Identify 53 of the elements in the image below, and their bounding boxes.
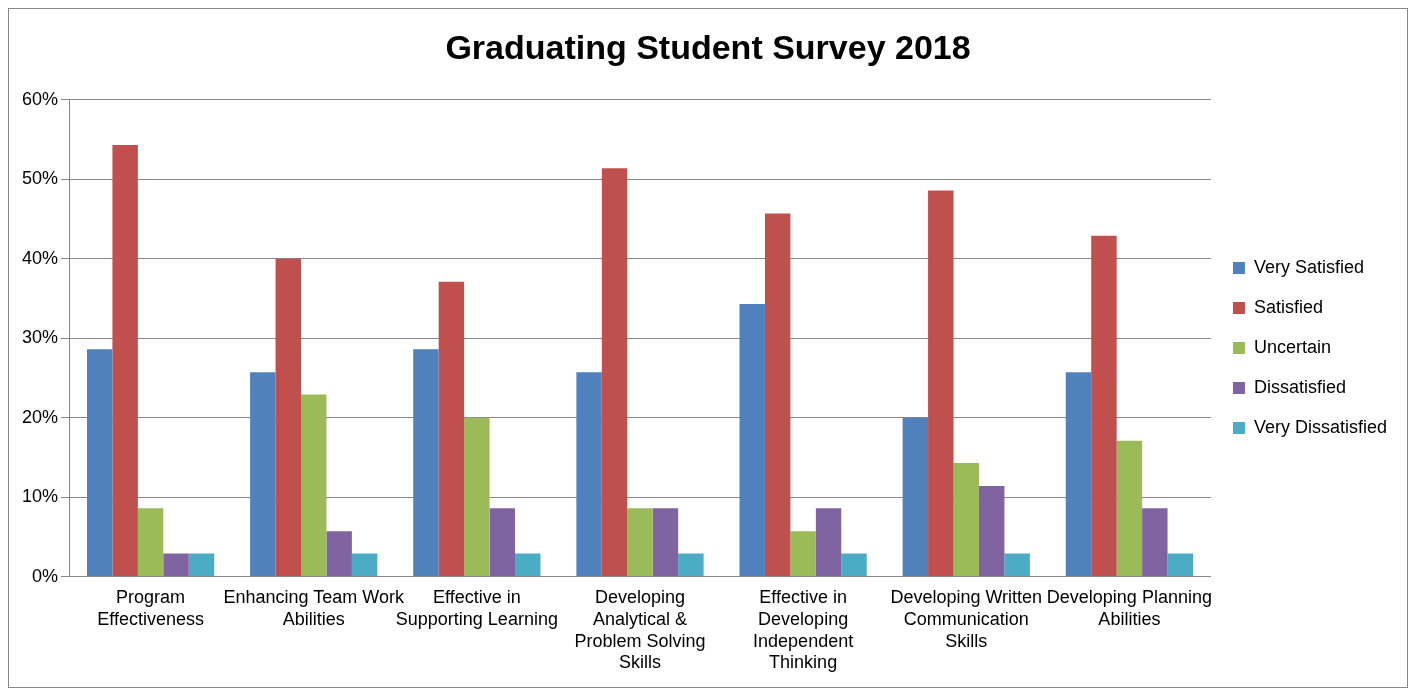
bar xyxy=(815,508,842,577)
y-tick-label: 0% xyxy=(32,565,59,586)
bar xyxy=(841,553,867,577)
x-tick-label: Developing Written Communication Skills xyxy=(890,587,1043,651)
bar xyxy=(678,553,704,577)
bar xyxy=(112,145,138,577)
bar xyxy=(902,417,929,577)
bar xyxy=(652,508,679,577)
legend-label: Very Satisfied xyxy=(1253,256,1365,277)
legend-label: Very Dissatisfied xyxy=(1253,416,1388,437)
bar xyxy=(576,372,602,577)
bar xyxy=(137,508,164,577)
bar xyxy=(351,553,378,577)
bar xyxy=(1142,508,1168,577)
bar xyxy=(515,553,541,577)
x-tick-label: Effective in Developing Independent Thinking xyxy=(753,587,854,673)
bar xyxy=(86,349,113,577)
bar xyxy=(978,486,1005,577)
bar xyxy=(1004,553,1030,577)
bar xyxy=(928,190,954,577)
x-tick-label: Developing Planning Abilities xyxy=(1046,587,1212,629)
bar xyxy=(438,281,465,577)
y-tick-label: 10% xyxy=(22,486,59,507)
y-tick-label: 30% xyxy=(22,327,59,348)
bar xyxy=(464,417,490,577)
bar xyxy=(1065,372,1092,577)
bar xyxy=(1091,235,1117,577)
bar xyxy=(627,508,653,577)
bar xyxy=(953,462,979,577)
legend-label: Satisfied xyxy=(1253,296,1323,317)
y-tick-label: 20% xyxy=(22,406,59,427)
x-tick-label: Developing Analytical & Problem Solving Skills xyxy=(574,587,706,673)
bar xyxy=(326,531,352,577)
y-tick-label: 50% xyxy=(22,168,59,189)
bar xyxy=(790,531,816,577)
bar xyxy=(250,372,276,577)
bar xyxy=(739,304,765,577)
bar xyxy=(188,553,215,577)
x-tick-label: Program Effectiveness xyxy=(97,587,204,629)
bar xyxy=(1167,553,1194,577)
y-tick-label: 60% xyxy=(22,88,59,109)
bar xyxy=(163,553,189,577)
y-tick-label: 40% xyxy=(22,247,59,268)
bar xyxy=(601,168,628,577)
bar xyxy=(413,349,439,577)
bar xyxy=(301,394,327,577)
bar xyxy=(275,258,301,577)
bar xyxy=(489,508,516,577)
legend-label: Uncertain xyxy=(1253,336,1331,357)
bar xyxy=(764,213,791,577)
chart-title: Graduating Student Survey 2018 xyxy=(445,27,971,66)
legend-label: Dissatisfied xyxy=(1253,376,1346,397)
bar xyxy=(1116,440,1143,577)
